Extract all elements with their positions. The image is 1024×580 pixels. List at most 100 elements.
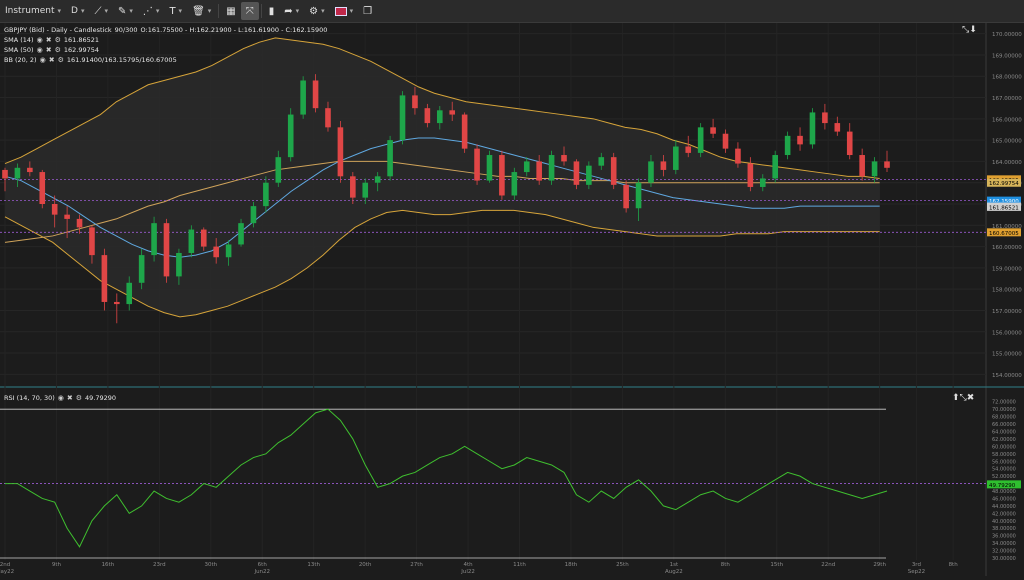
y-tick-label: 160.00000 [992,245,1022,251]
chart-toolbar: Instrument ▾ D ▾ ⟋ ▾ ✎ ▾ ⋰ ▾ T ▾ 🗑 ▾ ▦ ⤧ ▮ ➦ ▾ ⚙… [0,0,1024,23]
instrument-selector[interactable]: Instrument ▾ [0,2,66,20]
draw-tool-button[interactable]: ✎ ▾ [113,2,138,20]
legend-sma50: SMA (50) ◉ ✖ ⚙ 162.99754 [4,46,99,54]
move-up-icon[interactable]: ⬆ [952,393,960,403]
rsi-y-tick-label: 60.00000 [992,444,1016,450]
text-tool-button[interactable]: T ▾ [164,2,187,20]
y-tick-label: 165.00000 [992,139,1022,145]
sma14-value: 161.86521 [63,36,100,44]
y-tick-label: 170.00000 [992,32,1022,38]
rsi-y-tick-label: 42.00000 [992,511,1016,517]
candle-up [548,155,555,181]
pencil-icon: ✎ [118,5,127,17]
x-tick-sublabel: Jun22 [253,569,270,575]
candle-down [27,167,33,173]
candle-up [784,135,791,156]
rsi-y-tick-label: 64.00000 [992,429,1016,435]
sma50-label: SMA (50) [4,46,34,54]
candle-down [474,148,480,181]
y-tick-label: 166.00000 [992,117,1022,123]
candle-up [523,161,530,173]
close-icon[interactable]: ✖ [66,394,73,402]
expand-icon: ⤧ [245,5,254,17]
candle-up [176,252,182,277]
eye-icon[interactable]: ◉ [57,394,64,402]
candle-down [685,146,692,153]
candle-down [101,255,108,302]
close-icon[interactable]: ✖ [45,36,52,44]
chart-area[interactable]: 170.00000 169.00000 168.00000 167.00000 166.… [0,23,1024,576]
candle-up [759,178,766,187]
x-tick-label: 13th [307,562,320,568]
x-tick-sublabel: Sep22 [908,569,925,575]
rsi-y-tick-label: 38.00000 [992,526,1016,532]
chart-svg[interactable]: 170.00000 169.00000 168.00000 167.00000 166.… [0,23,1024,576]
candle-up [598,157,605,166]
candle-up [374,176,381,183]
language-button[interactable]: ▾ [330,2,359,20]
close-icon[interactable]: ✖ [966,393,975,403]
candle-up [399,95,406,141]
candle-down [51,204,58,215]
x-tick-label: 16th [102,562,115,568]
bollinger-upper-line [4,37,880,179]
share-button[interactable]: ➦ ▾ [279,2,304,20]
collapse-icon[interactable]: ⤡ [959,393,967,403]
eye-icon[interactable]: ◉ [36,46,43,54]
price-tag [987,202,1021,211]
eye-icon[interactable]: ◉ [36,36,43,44]
candle-down [89,227,95,256]
chevron-down-icon: ▾ [295,7,300,15]
legend-sma14: SMA (14) ◉ ✖ ⚙ 161.86521 [4,36,99,44]
y-tick-label: 155.00000 [992,352,1022,358]
popout-button[interactable]: ❐ [358,2,377,20]
window-icon: ❐ [363,5,373,17]
close-icon[interactable]: ✖ [48,56,55,64]
candle-down [536,161,542,181]
x-tick-label: 20th [359,562,372,568]
candle-up [151,223,157,256]
y-tick-label: 157.00000 [992,309,1022,315]
gear-icon[interactable]: ⚙ [54,36,61,44]
uk-flag-icon [334,6,347,16]
y-tick-label: 169.00000 [992,53,1022,59]
layout-icon: ▦ [226,5,236,17]
pattern-tool-button[interactable]: ⋰ ▾ [138,2,165,20]
indicators-button[interactable]: ▮ [264,2,280,20]
gear-icon[interactable]: ⚙ [54,46,61,54]
candle-down [424,108,431,124]
x-tick-label: 8th [949,562,959,568]
line-tool-button[interactable]: ⟋ ▾ [90,2,114,20]
candle-down [573,161,580,185]
chevron-down-icon: ▾ [321,7,325,15]
rsi-y-tick-label: 68.00000 [992,415,1016,421]
chevron-down-icon: ▾ [57,7,62,15]
trash-icon: 🗑 [192,5,205,17]
rsi-y-tick-label: 70.00000 [992,407,1016,413]
x-tick-label: 29th [873,562,886,568]
settings-button[interactable]: ⚙ ▾ [304,2,329,20]
candle-down [623,184,629,209]
eye-icon[interactable]: ◉ [39,56,46,64]
rsi-y-tick-label: 44.00000 [992,504,1016,510]
zigzag-icon: ⋰ [142,5,153,17]
candle-down [797,135,803,145]
gear-icon[interactable]: ⚙ [75,394,83,402]
x-tick-sublabel: May22 [0,569,14,575]
gear-icon[interactable]: ⚙ [57,56,64,64]
candle-up [188,229,195,253]
collapse-icon[interactable]: ⤡ [962,25,970,35]
candle-down [735,148,741,164]
candle-up [871,161,878,177]
y-tick-label: 168.00000 [992,75,1022,81]
rsi-value-tag [987,480,1021,489]
fullscreen-button[interactable]: ⤧ [240,2,259,20]
close-icon[interactable]: ✖ [45,46,52,54]
move-down-icon[interactable]: ⬇ [969,25,977,35]
legend-bb: BB (20, 2) ◉ ✖ ⚙ 161.91400/163.15795/160… [4,56,177,64]
x-tick-label: 25th [616,562,629,568]
candle-up [263,182,269,207]
period-selector[interactable]: D ▾ [66,2,89,20]
layout-button[interactable]: ▦ [221,2,240,20]
delete-tool-button[interactable]: 🗑 ▾ [187,2,216,20]
